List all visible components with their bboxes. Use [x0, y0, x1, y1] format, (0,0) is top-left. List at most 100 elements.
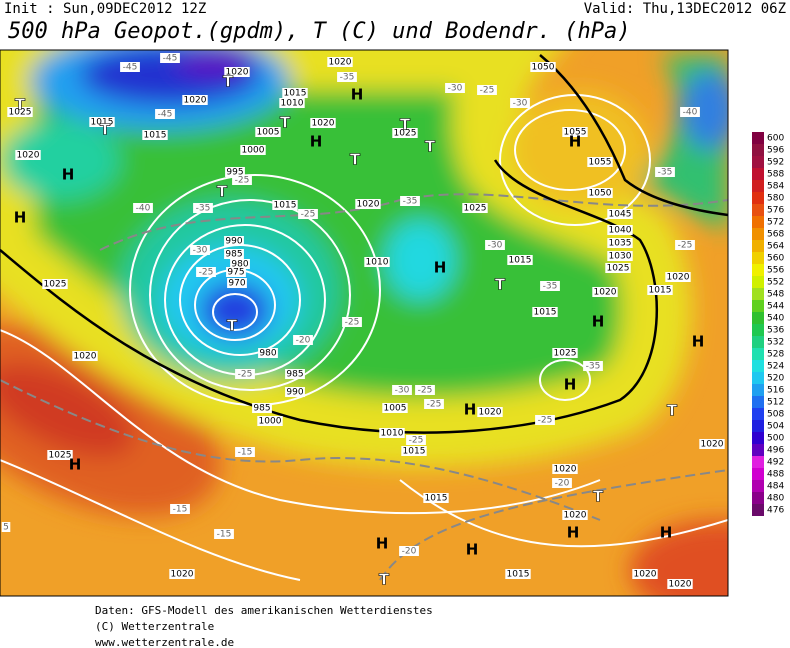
colorbar-tick-label: 560	[767, 254, 784, 264]
pressure-label: 1000	[242, 146, 265, 156]
pressure-label: 1015	[649, 286, 672, 296]
high-marker: H	[569, 133, 582, 151]
pressure-label-box	[401, 446, 427, 456]
temperature-label: -25	[418, 386, 433, 396]
pressure-label: 1050	[589, 189, 612, 199]
colorbar-swatch	[752, 204, 764, 216]
pressure-label: 1015	[91, 118, 114, 128]
temperature-label: -35	[196, 204, 211, 214]
low-marker: T	[15, 96, 26, 114]
pressure-label: 970	[228, 279, 245, 289]
colorbar-tick-label: 600	[767, 134, 784, 144]
pressure-label: 1020	[357, 200, 380, 210]
pressure-label-box	[47, 450, 73, 460]
temperature-label-box	[155, 109, 175, 119]
pressure-label: 1025	[9, 108, 32, 118]
pressure-label-box	[562, 127, 588, 137]
temperature-label-box	[133, 203, 153, 213]
pressure-label: 1025	[607, 264, 630, 274]
high-marker: H	[464, 401, 477, 419]
pressure-label: 1025	[49, 451, 72, 461]
pressure-label-box	[592, 287, 618, 297]
pressure-label-box	[272, 200, 298, 210]
pressure-label-box	[169, 569, 195, 579]
colorbar-swatch	[752, 480, 764, 492]
pressure-label-box	[364, 257, 390, 267]
low-marker: T	[400, 116, 411, 134]
pressure-label: 1015	[403, 447, 426, 457]
pressure-label: 1020	[74, 352, 97, 362]
low-marker: T	[593, 488, 604, 506]
colorbar-swatch	[752, 312, 764, 324]
temperature-label: -25	[409, 436, 424, 446]
pressure-label-box	[552, 464, 578, 474]
temperature-label-box	[477, 85, 497, 95]
pressure-label: 1020	[701, 440, 724, 450]
footer-url: www.wetterzentrale.de	[95, 636, 234, 648]
pressure-label: 1045	[609, 210, 632, 220]
colorbar-tick-label: 504	[767, 422, 784, 432]
pressure-label-box	[7, 107, 33, 117]
temperature-label-box	[445, 83, 465, 93]
colorbar-tick-label: 568	[767, 230, 784, 240]
pressure-label-box	[507, 255, 533, 265]
pressure-label: 1015	[534, 308, 557, 318]
temperature-label: -20	[296, 336, 311, 346]
temperature-label-box	[170, 504, 190, 514]
high-marker: H	[351, 86, 364, 104]
pressure-label-box	[530, 62, 556, 72]
temperature-label: -20	[555, 479, 570, 489]
temperature-label: -25	[238, 370, 253, 380]
colorbar-tick-label: 488	[767, 470, 784, 480]
temperature-label: -35	[403, 197, 418, 207]
pressure-label: 975	[227, 268, 244, 278]
high-marker: H	[692, 333, 705, 351]
temperature-label-box	[510, 98, 530, 108]
low-marker: T	[100, 121, 111, 139]
pressure-label-box	[667, 579, 693, 589]
pressure-label-box	[310, 118, 336, 128]
colorbar-swatch	[752, 432, 764, 444]
colorbar-swatch	[752, 420, 764, 432]
colorbar-tick-label: 580	[767, 194, 784, 204]
colorbar-tick-label: 564	[767, 242, 784, 252]
pressure-label-box	[72, 351, 98, 361]
temperature-label: -30	[395, 386, 410, 396]
pressure-label: 985	[253, 404, 270, 414]
pressure-label-box	[607, 225, 633, 235]
temperature-label: -15	[173, 505, 188, 515]
temperature-label-box	[675, 240, 695, 250]
pressure-label: 1015	[509, 256, 532, 266]
pressure-label: 985	[286, 370, 303, 380]
temperature-label: -20	[402, 547, 417, 557]
high-marker: H	[376, 535, 389, 553]
footer-source: Daten: GFS-Modell des amerikanischen Wet…	[95, 604, 433, 617]
colorbar-tick-label: 548	[767, 290, 784, 300]
footer-copyright: (C) Wetterzentrale	[95, 620, 214, 633]
temperature-label: -35	[543, 282, 558, 292]
high-marker: H	[434, 259, 447, 277]
pressure-label: 1015	[274, 201, 297, 211]
temperature-label-box	[196, 267, 216, 277]
colorbar-tick-label: 572	[767, 218, 784, 228]
temperature-label-box	[293, 335, 313, 345]
colorbar-swatch	[752, 240, 764, 252]
pressure-label-box	[255, 127, 281, 137]
temperature-label: -35	[340, 73, 355, 83]
low-marker: T	[495, 276, 506, 294]
temperature-label-box	[235, 447, 255, 457]
init-time: Init : Sun,09DEC2012 12Z	[4, 1, 206, 17]
colorbar-tick-label: 516	[767, 386, 784, 396]
low-marker: T	[280, 114, 291, 132]
colorbar-swatch	[752, 492, 764, 504]
temperature-label-box	[583, 361, 603, 371]
pressure-label-box	[379, 428, 405, 438]
pressure-label: 1025	[554, 349, 577, 359]
pressure-label: 1020	[171, 570, 194, 580]
temperature-label-box	[400, 196, 420, 206]
pressure-label: 1020	[17, 151, 40, 161]
pressure-label-box	[225, 167, 245, 177]
pressure-label: 1020	[669, 580, 692, 590]
pressure-label: 1020	[226, 68, 249, 78]
